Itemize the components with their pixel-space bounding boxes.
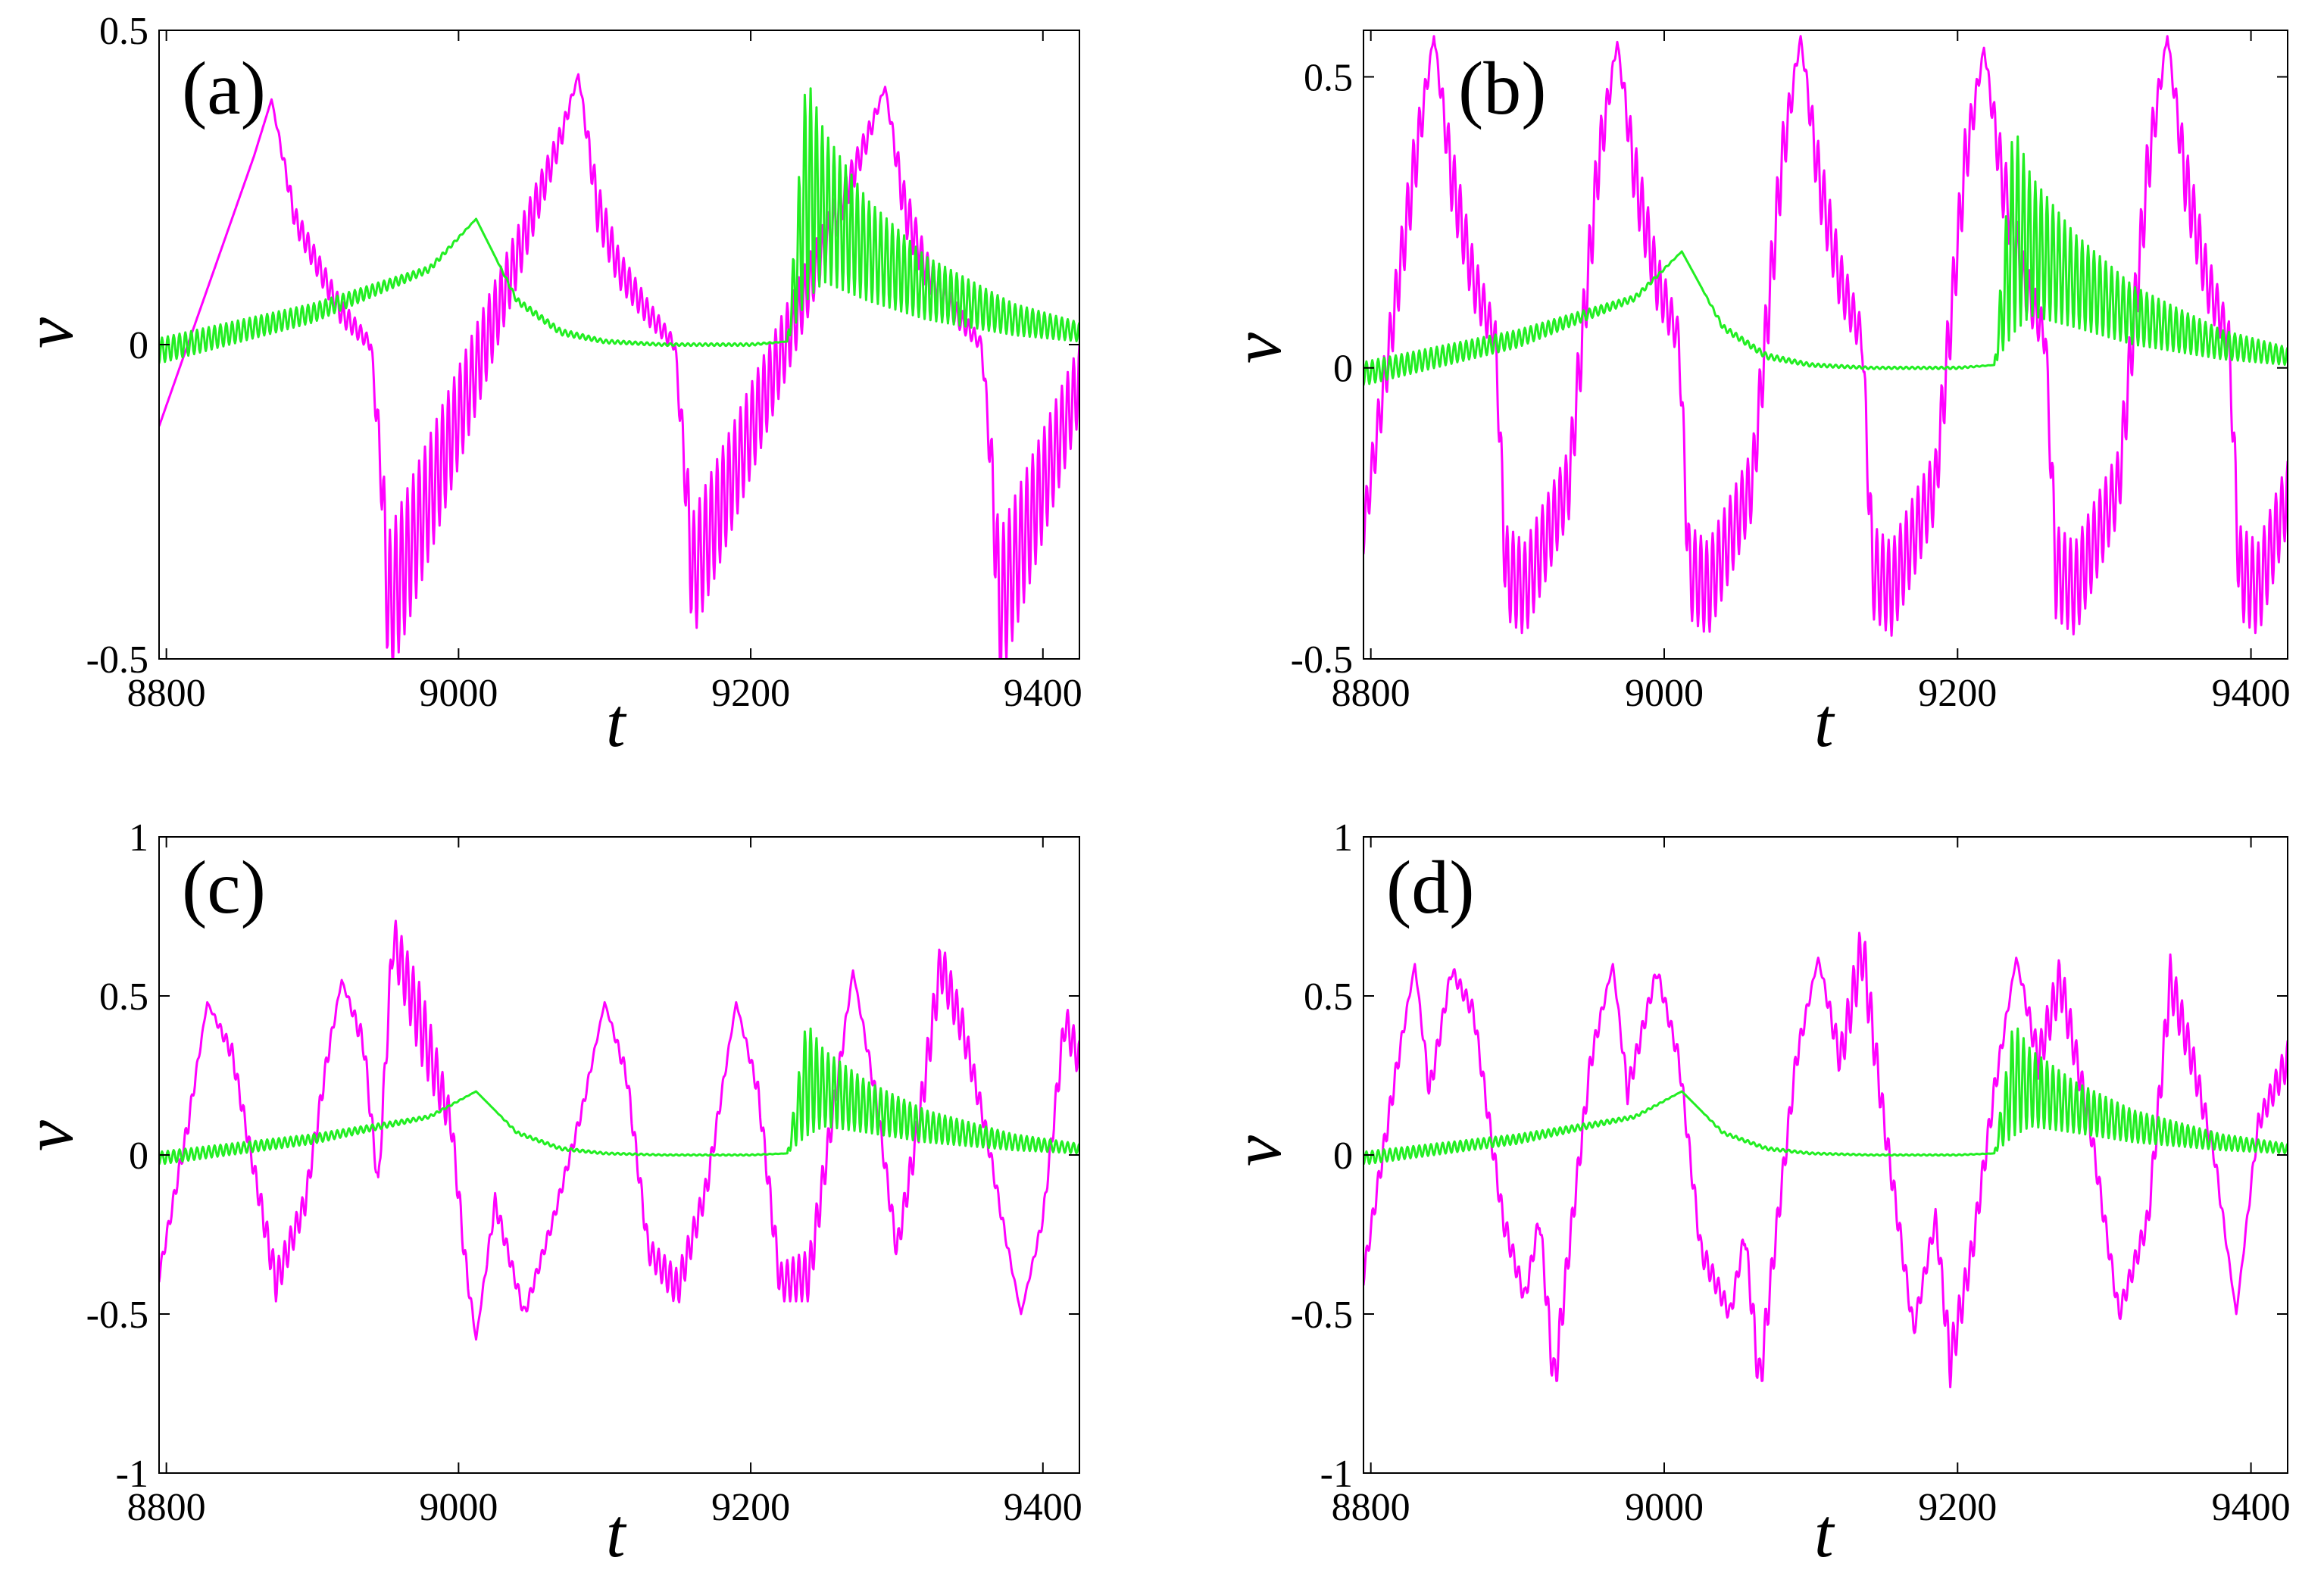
panel-a-xtick-label: 9200: [711, 672, 790, 715]
panel-c-ytick-label: 1: [129, 816, 148, 860]
panel-d-ytick-label: 1: [1333, 816, 1353, 860]
panel-b-xtick-label: 9200: [1918, 672, 1997, 715]
panel-d-xtick-label: 9200: [1918, 1486, 1997, 1529]
panel-d-series-magenta: [1363, 932, 2288, 1389]
panel-c: 8800 9000 9200 9400 -1 -0.5 0 0.5 1 (c) t v: [10, 816, 1082, 1570]
panel-b: 8800 9000 9200 9400 -0.5 0 0.5 (b) t v: [1218, 30, 2291, 761]
panel-c-label: (c): [182, 845, 266, 929]
panel-b-ylabel: v: [1218, 332, 1295, 364]
panel-c-ytick-label: -1: [116, 1453, 148, 1496]
panel-d-ylabel: v: [1218, 1135, 1295, 1166]
panel-c-xtick-label: 8800: [127, 1486, 206, 1529]
panel-c-xtick-label: 9200: [711, 1486, 790, 1529]
panel-d-xlabel: t: [1814, 1494, 1835, 1570]
panel-c-series: [159, 919, 1079, 1341]
panel-d-ytick-label: -1: [1320, 1453, 1353, 1496]
panel-d-series-green: [1363, 1027, 2288, 1166]
panel-b-series-green: [1363, 135, 2288, 386]
panel-b-ytick-label: 0: [1333, 348, 1353, 391]
panel-b-series: [1363, 35, 2288, 637]
panel-d-series: [1363, 932, 2288, 1389]
panel-c-series-magenta: [159, 919, 1079, 1341]
panel-c-ticks: 8800 9000 9200 9400 -1 -0.5 0 0.5 1: [86, 816, 1082, 1529]
panel-a-xlabel: t: [606, 684, 627, 761]
panel-a-xtick-label: 9000: [419, 672, 498, 715]
panel-d-xtick-label: 8800: [1332, 1486, 1410, 1529]
panel-c-xlabel: t: [606, 1494, 627, 1570]
panel-d: 8800 9000 9200 9400 -1 -0.5 0 0.5 1 (d) t v: [1218, 816, 2291, 1570]
panel-d-xtick-label: 9000: [1625, 1486, 1704, 1529]
panel-a-ticks: 8800 9000 9200 9400 -0.5 0 0.5: [86, 10, 1082, 715]
panel-b-label: (b): [1458, 46, 1547, 130]
panel-b-frame: [1363, 30, 2288, 660]
panel-d-ytick-label: 0: [1333, 1135, 1353, 1178]
panel-b-ytick-label: -0.5: [1291, 638, 1353, 682]
panel-a: 8800 9000 9200 9400 -0.5 0 0.5 (a) t v: [10, 10, 1082, 761]
panel-d-ytick-label: 0.5: [1304, 975, 1353, 1019]
panel-b-xtick-label: 9400: [2212, 672, 2291, 715]
panel-c-ytick-label: -0.5: [86, 1294, 148, 1337]
panel-b-xtick-label: 8800: [1332, 672, 1410, 715]
panel-c-series-green: [159, 1027, 1079, 1166]
panel-c-xtick-label: 9000: [419, 1486, 498, 1529]
panel-a-series: [159, 73, 1079, 659]
panel-b-ytick-label: 0.5: [1304, 56, 1353, 99]
panel-a-ytick-label: 0: [129, 324, 148, 367]
panel-b-xtick-label: 9000: [1625, 672, 1704, 715]
panel-c-ytick-label: 0: [129, 1135, 148, 1178]
panel-c-ytick-label: 0.5: [99, 975, 148, 1019]
panel-a-ylabel: v: [10, 317, 87, 348]
panel-a-xtick-label: 8800: [127, 672, 206, 715]
panel-a-ytick-label: 0.5: [99, 10, 148, 53]
panel-a-series-green: [159, 87, 1079, 364]
panel-c-xtick-label: 9400: [1004, 1486, 1082, 1529]
panel-b-xlabel: t: [1814, 684, 1835, 761]
panel-c-ylabel: v: [10, 1120, 87, 1151]
panel-d-xtick-label: 9400: [2212, 1486, 2291, 1529]
panel-b-ticks: 8800 9000 9200 9400 -0.5 0 0.5: [1291, 30, 2291, 715]
panel-d-ticks: 8800 9000 9200 9400 -1 -0.5 0 0.5 1: [1291, 816, 2291, 1529]
panel-d-ytick-label: -0.5: [1291, 1294, 1353, 1337]
panel-a-label: (a): [182, 46, 266, 130]
panel-a-xtick-label: 9400: [1004, 672, 1082, 715]
panel-a-ytick-label: -0.5: [86, 638, 148, 682]
panel-d-label: (d): [1386, 845, 1475, 929]
